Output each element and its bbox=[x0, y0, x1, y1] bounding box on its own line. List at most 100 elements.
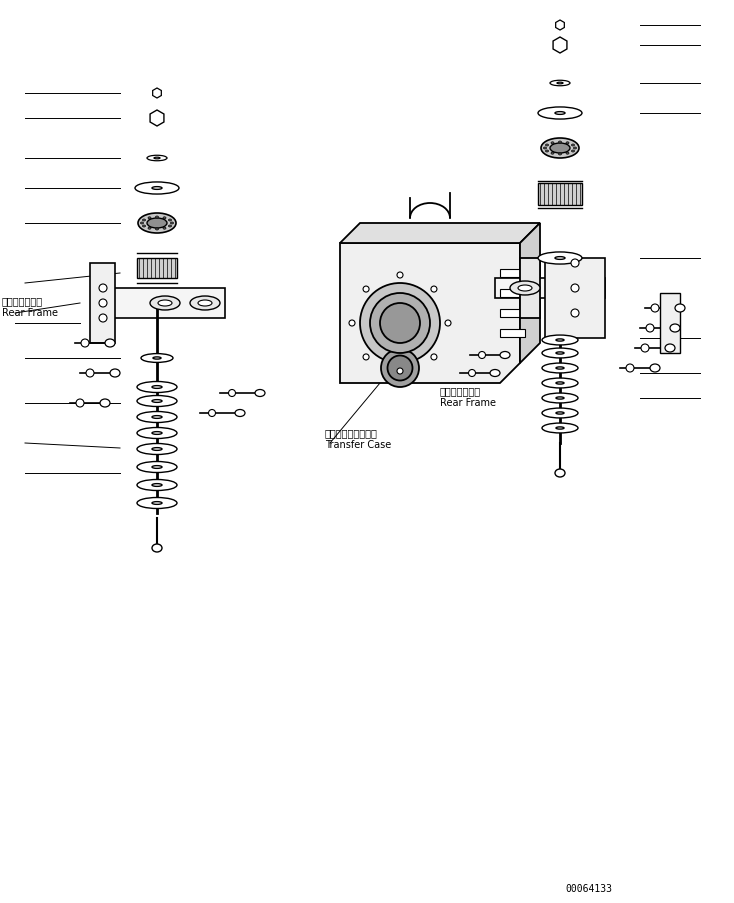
Ellipse shape bbox=[370, 293, 430, 354]
Ellipse shape bbox=[163, 228, 166, 230]
Ellipse shape bbox=[360, 284, 440, 364]
Ellipse shape bbox=[152, 400, 162, 403]
Ellipse shape bbox=[152, 386, 162, 389]
Ellipse shape bbox=[152, 545, 162, 553]
Ellipse shape bbox=[445, 321, 451, 327]
Ellipse shape bbox=[81, 340, 89, 348]
Text: トランスファケース: トランスファケース bbox=[325, 427, 378, 438]
Ellipse shape bbox=[349, 321, 355, 327]
Ellipse shape bbox=[208, 410, 216, 417]
Ellipse shape bbox=[99, 284, 107, 293]
Ellipse shape bbox=[380, 303, 420, 344]
Text: 00064133: 00064133 bbox=[565, 883, 612, 893]
Ellipse shape bbox=[152, 484, 162, 487]
Ellipse shape bbox=[542, 424, 578, 433]
Ellipse shape bbox=[556, 340, 564, 341]
Ellipse shape bbox=[538, 107, 582, 120]
Bar bbox=[500, 290, 525, 298]
Bar bbox=[660, 293, 680, 354]
Ellipse shape bbox=[542, 394, 578, 404]
Ellipse shape bbox=[137, 462, 177, 473]
Text: Rear Frame: Rear Frame bbox=[2, 308, 58, 318]
Ellipse shape bbox=[675, 304, 685, 312]
Ellipse shape bbox=[142, 226, 145, 228]
Ellipse shape bbox=[228, 390, 236, 397]
Bar bbox=[500, 330, 525, 338]
Ellipse shape bbox=[550, 144, 570, 154]
Ellipse shape bbox=[140, 223, 144, 225]
Bar bbox=[500, 270, 525, 278]
Ellipse shape bbox=[557, 83, 563, 85]
Ellipse shape bbox=[154, 158, 160, 160]
Ellipse shape bbox=[137, 396, 177, 407]
Ellipse shape bbox=[99, 314, 107, 322]
Ellipse shape bbox=[555, 470, 565, 478]
Ellipse shape bbox=[100, 399, 110, 407]
Ellipse shape bbox=[110, 369, 120, 377]
Polygon shape bbox=[538, 184, 582, 206]
Ellipse shape bbox=[572, 151, 575, 153]
Ellipse shape bbox=[138, 214, 176, 234]
Ellipse shape bbox=[556, 368, 564, 369]
Ellipse shape bbox=[538, 253, 582, 265]
Ellipse shape bbox=[555, 257, 565, 260]
Ellipse shape bbox=[150, 297, 180, 311]
Polygon shape bbox=[495, 279, 605, 299]
Text: Rear Frame: Rear Frame bbox=[440, 397, 496, 407]
Ellipse shape bbox=[397, 273, 403, 279]
Ellipse shape bbox=[153, 358, 161, 359]
Polygon shape bbox=[137, 259, 177, 279]
Polygon shape bbox=[340, 224, 540, 244]
Ellipse shape bbox=[542, 349, 578, 358]
Ellipse shape bbox=[388, 356, 413, 381]
Ellipse shape bbox=[646, 325, 654, 332]
Ellipse shape bbox=[510, 282, 540, 295]
Ellipse shape bbox=[500, 352, 510, 359]
Polygon shape bbox=[340, 244, 520, 384]
Ellipse shape bbox=[147, 156, 167, 162]
Polygon shape bbox=[90, 264, 115, 344]
Ellipse shape bbox=[651, 304, 659, 312]
Ellipse shape bbox=[137, 498, 177, 509]
Ellipse shape bbox=[556, 413, 564, 414]
Ellipse shape bbox=[148, 228, 151, 230]
Ellipse shape bbox=[670, 325, 680, 332]
Ellipse shape bbox=[626, 365, 634, 373]
Ellipse shape bbox=[468, 370, 476, 377]
Ellipse shape bbox=[556, 397, 564, 400]
Ellipse shape bbox=[141, 354, 173, 363]
Ellipse shape bbox=[559, 142, 562, 144]
Ellipse shape bbox=[363, 287, 369, 293]
Ellipse shape bbox=[170, 223, 173, 225]
Ellipse shape bbox=[198, 301, 212, 307]
Ellipse shape bbox=[571, 284, 579, 293]
Ellipse shape bbox=[137, 412, 177, 423]
Ellipse shape bbox=[156, 217, 159, 219]
Ellipse shape bbox=[148, 218, 151, 219]
Text: リヤーフレーム: リヤーフレーム bbox=[2, 295, 43, 305]
Ellipse shape bbox=[542, 364, 578, 374]
Ellipse shape bbox=[137, 428, 177, 439]
Ellipse shape bbox=[190, 297, 220, 311]
Ellipse shape bbox=[255, 390, 265, 397]
Polygon shape bbox=[545, 259, 605, 339]
Polygon shape bbox=[153, 88, 161, 99]
Ellipse shape bbox=[169, 226, 172, 228]
Ellipse shape bbox=[541, 139, 579, 159]
Ellipse shape bbox=[76, 399, 84, 407]
Bar bbox=[500, 310, 525, 318]
Ellipse shape bbox=[147, 219, 167, 228]
Polygon shape bbox=[150, 111, 164, 126]
Ellipse shape bbox=[551, 143, 554, 144]
Ellipse shape bbox=[545, 151, 548, 153]
Ellipse shape bbox=[152, 502, 162, 505]
Ellipse shape bbox=[99, 300, 107, 308]
Ellipse shape bbox=[571, 310, 579, 318]
Ellipse shape bbox=[518, 285, 532, 292]
Ellipse shape bbox=[105, 340, 115, 348]
Ellipse shape bbox=[550, 81, 570, 87]
Ellipse shape bbox=[665, 345, 675, 352]
Ellipse shape bbox=[542, 336, 578, 346]
Ellipse shape bbox=[152, 448, 162, 451]
Ellipse shape bbox=[86, 369, 94, 377]
